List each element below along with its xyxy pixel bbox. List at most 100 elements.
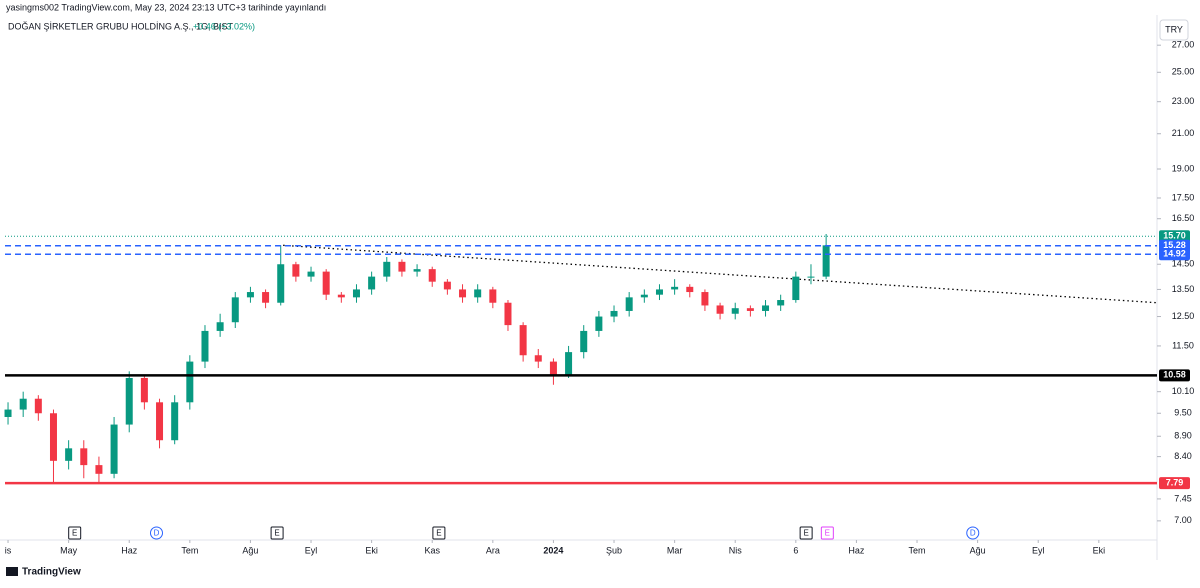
candle-body (368, 276, 376, 290)
candle-body (580, 330, 588, 353)
x-tick-label: Şub (606, 545, 622, 555)
candle-body (292, 264, 300, 277)
candle-body (822, 245, 830, 277)
event-label: D (154, 529, 160, 538)
event-label: E (274, 529, 279, 538)
candle-body (671, 286, 679, 290)
y-tick-label: 10.10 (1172, 386, 1195, 396)
logo (6, 567, 18, 576)
level-tag (1159, 369, 1190, 382)
candle-body (322, 271, 330, 295)
x-tick-label: Eki (1093, 545, 1106, 555)
x-tick-label: Ara (486, 545, 500, 555)
y-tick-label: 21.00 (1172, 128, 1195, 138)
level-label: 7.79 (1166, 478, 1184, 488)
published-note: yasingms002 TradingView.com, May 23, 202… (6, 2, 326, 12)
currency-box[interactable] (1159, 19, 1189, 41)
event-marker (432, 526, 446, 540)
candle-body (413, 269, 421, 272)
candle-body (777, 300, 785, 306)
candle-body (171, 402, 179, 441)
candle-body (459, 289, 467, 298)
candle-body (110, 424, 118, 474)
candle-body (610, 310, 618, 317)
candle-body (625, 297, 633, 311)
candle-body (489, 289, 497, 303)
candle-body (307, 271, 315, 277)
x-tick-label: Haz (848, 545, 865, 555)
y-tick-label: 25.00 (1172, 67, 1195, 77)
candle-body (80, 448, 88, 466)
trendline (283, 244, 1158, 304)
y-tick-label: 16.50 (1172, 213, 1195, 223)
candle-body (716, 305, 724, 314)
x-tick-label: Nis (729, 545, 742, 555)
candle-body (186, 361, 194, 403)
candle-body (595, 316, 603, 331)
level-label: 10.58 (1163, 370, 1186, 380)
y-tick-label: 23.00 (1172, 96, 1195, 106)
candle-body (156, 402, 164, 441)
y-tick-label: 9.50 (1174, 408, 1192, 418)
candle-body (262, 292, 270, 303)
candle-body (201, 330, 209, 362)
event-marker (270, 526, 284, 540)
currency: TRY (1165, 24, 1183, 34)
candle-body (731, 308, 739, 314)
level-tag (1159, 248, 1190, 261)
candle-body (746, 308, 754, 311)
candle-body (792, 276, 800, 301)
event-marker (820, 526, 834, 540)
event-label: E (803, 529, 808, 538)
candle-body (640, 294, 648, 298)
y-tick-label: 17.50 (1172, 192, 1195, 202)
candle-body (337, 294, 345, 298)
candle-body (655, 289, 663, 295)
y-tick-label: 7.45 (1174, 493, 1192, 503)
event-label: E (72, 529, 77, 538)
y-tick-label: 14.50 (1172, 259, 1195, 269)
x-tick-label: Eyl (1032, 545, 1045, 555)
candle-body (277, 264, 285, 303)
event-label: D (970, 529, 976, 538)
candle-body (352, 289, 360, 298)
x-tick-label: Eki (365, 545, 378, 555)
candle-body (34, 398, 42, 414)
candle-body (534, 355, 542, 362)
candle-body (443, 281, 451, 290)
candle-body (565, 352, 573, 375)
event-label: E (436, 529, 441, 538)
event-marker (68, 526, 82, 540)
candle-body (398, 261, 406, 272)
level-label: 14.92 (1163, 249, 1186, 259)
candle-body (549, 361, 557, 375)
level-label: 15.28 (1163, 240, 1186, 250)
y-tick-label: 19.00 (1172, 163, 1195, 173)
candle-body (125, 377, 133, 425)
x-tick-label: Mar (667, 545, 683, 555)
candle-body (231, 297, 239, 323)
y-tick-label: 7.00 (1174, 515, 1192, 525)
candle-body (4, 409, 12, 417)
candle-body (383, 261, 391, 277)
candle-body (95, 465, 103, 474)
y-tick-label: 12.50 (1172, 311, 1195, 321)
candle-body (140, 377, 148, 403)
level-label: 15.70 (1163, 231, 1186, 241)
candle-body (807, 276, 815, 278)
y-tick-label: 8.90 (1174, 431, 1192, 441)
y-tick-label: 8.40 (1174, 451, 1192, 461)
candle-body (246, 292, 254, 298)
candle-body (762, 305, 770, 311)
symbol: DOĞAN ŞİRKETLER GRUBU HOLDİNG A.Ş., 1G, … (8, 21, 234, 31)
x-tick-label: May (60, 545, 78, 555)
x-tick-label: 6 (793, 545, 798, 555)
candle-body (474, 289, 482, 298)
x-tick-label: Haz (121, 545, 138, 555)
candle-body (49, 413, 57, 461)
price-change: +0.46 (+3.02%) (193, 21, 255, 31)
event-marker (966, 526, 980, 540)
y-tick-label: 11.50 (1172, 340, 1194, 350)
